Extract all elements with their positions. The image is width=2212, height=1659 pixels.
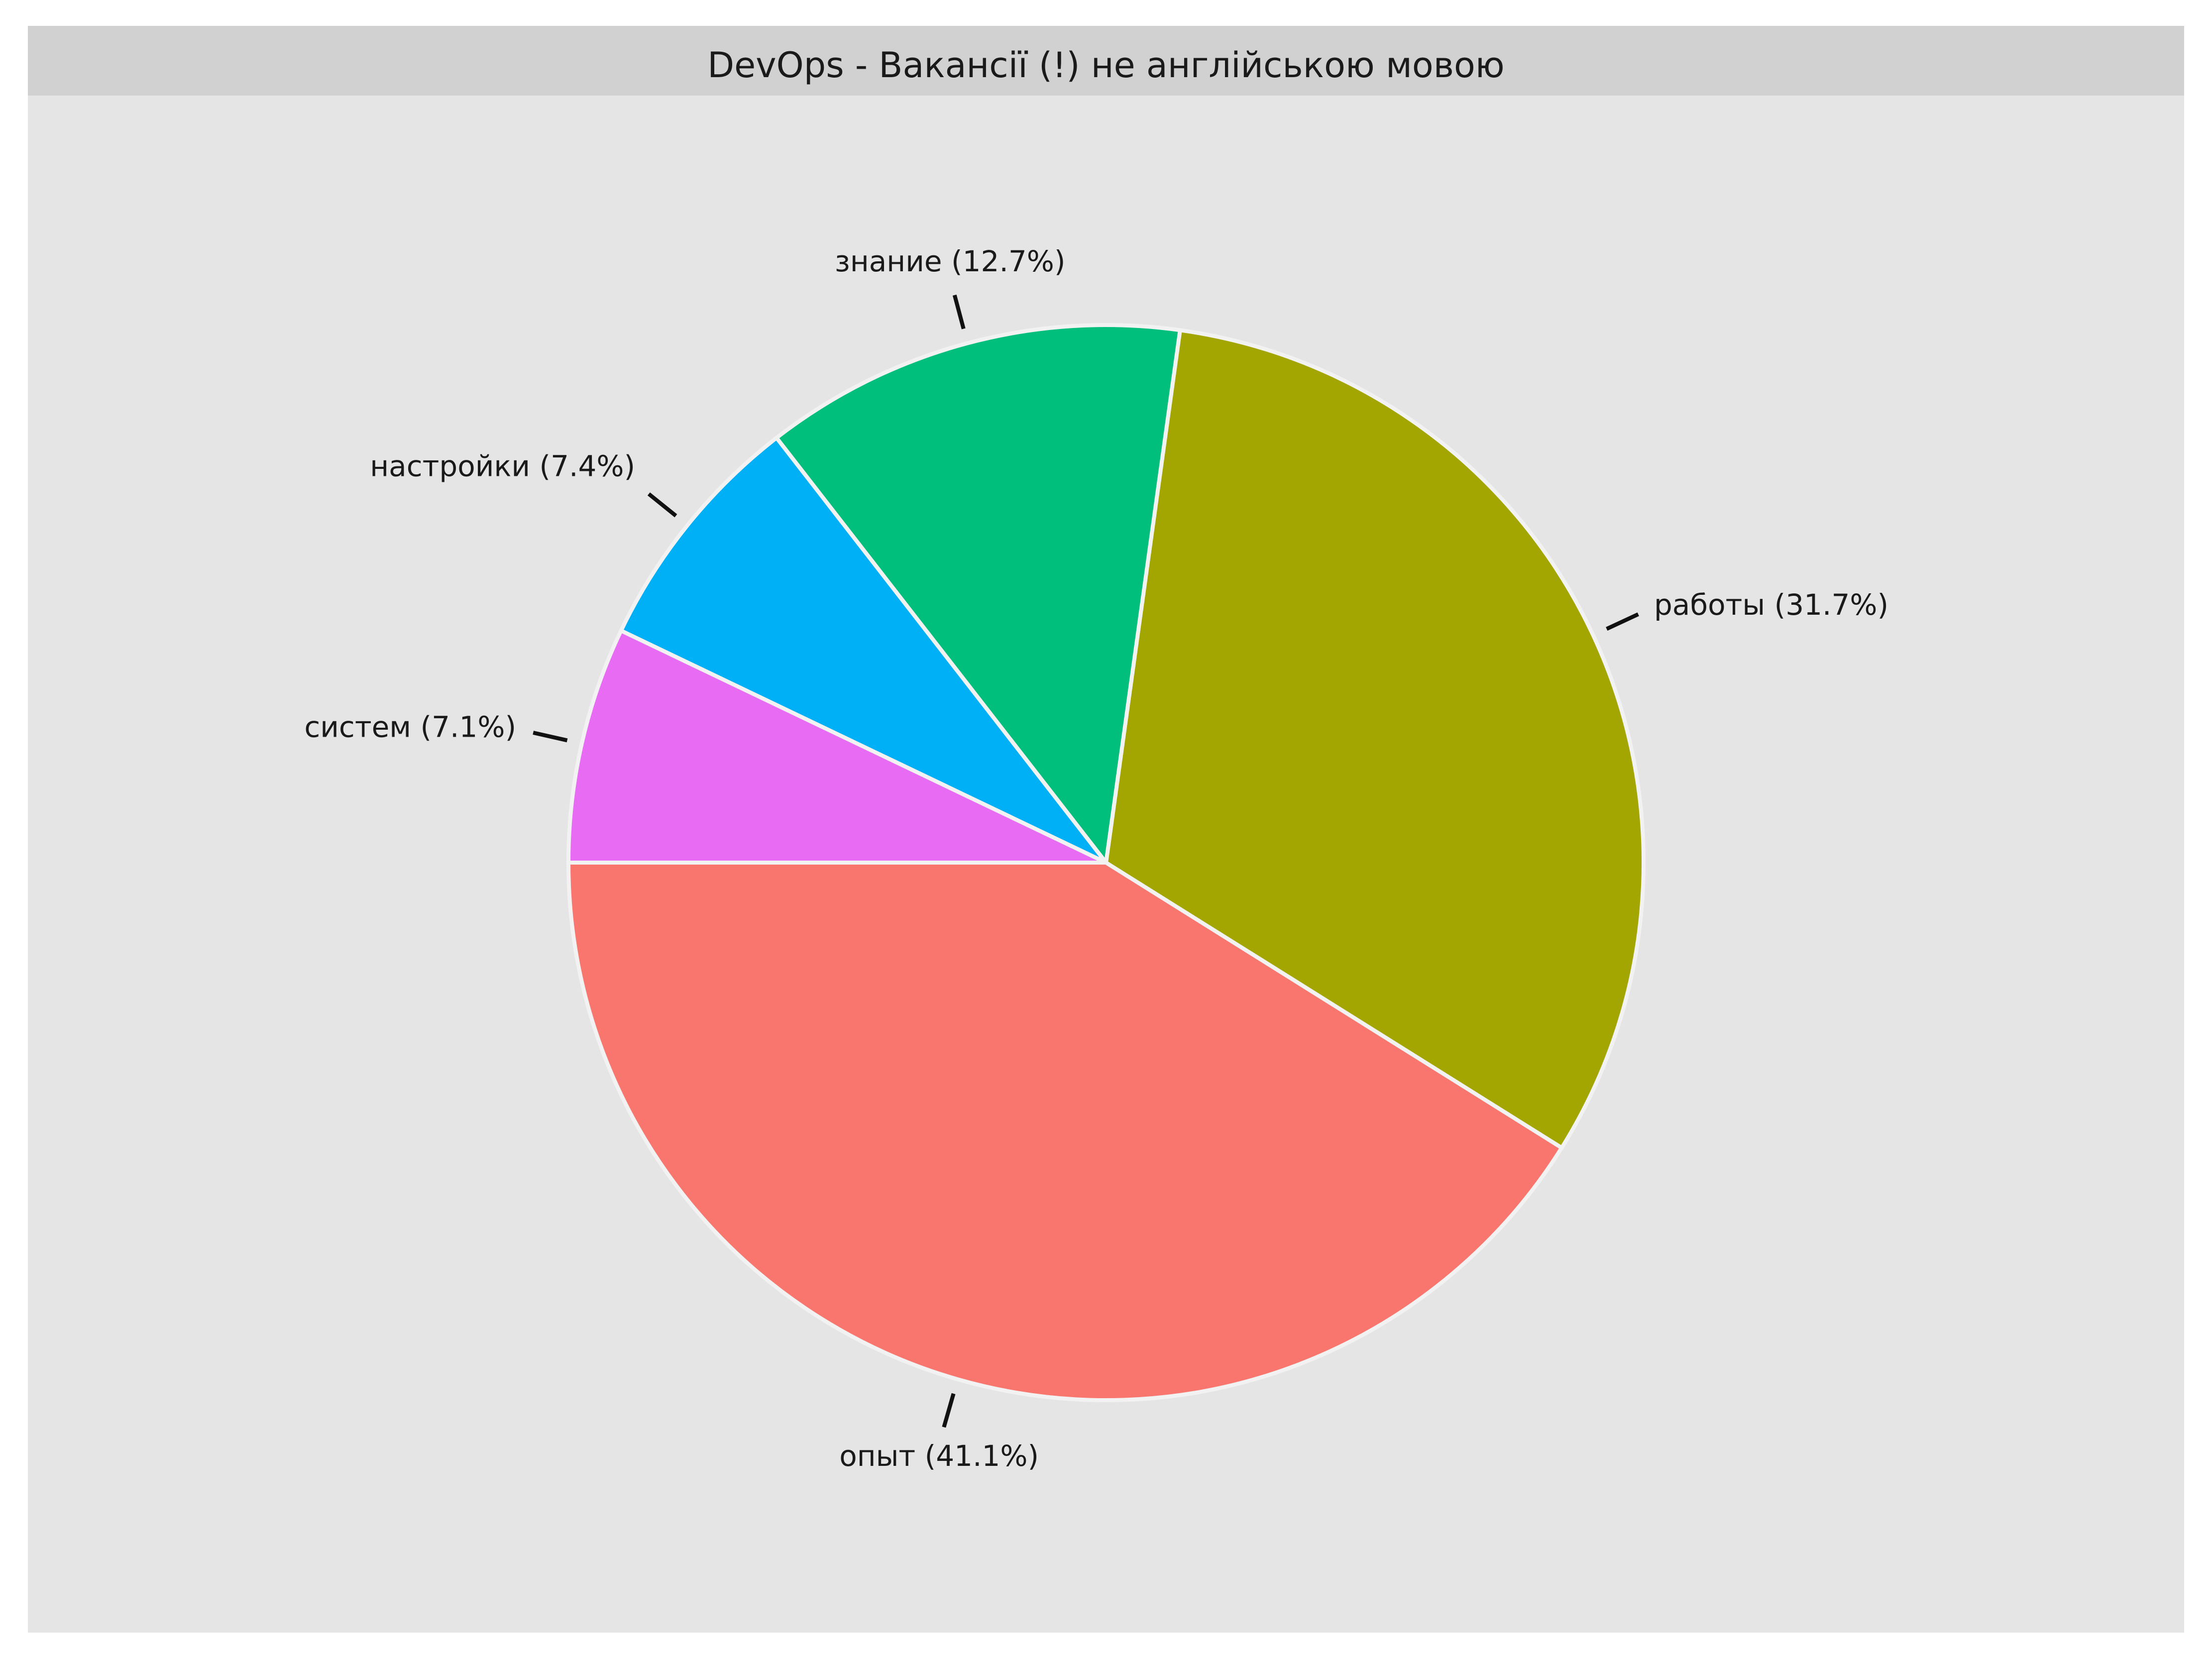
pie-slice-опыт (566, 861, 1564, 1402)
label-tick-опыт (942, 1393, 956, 1428)
slice-label-знание: знание (12.7%) (835, 244, 1066, 278)
slice-label-систем: систем (7.1%) (304, 710, 516, 744)
pie-slice-систем (566, 629, 1108, 865)
pie-labels: опыт (41.1%) работы (31.7%) знание (12.7%)… (304, 244, 1888, 1473)
pie-slice-настройки (619, 436, 1108, 865)
pie-slices (566, 323, 1646, 1402)
slice-label-опыт: опыт (41.1%) (839, 1439, 1039, 1473)
pie-slice-работы (1104, 328, 1646, 1150)
slice-label-настройки: настройки (7.4%) (370, 449, 635, 483)
slice-label-работы: работы (31.7%) (1654, 588, 1888, 622)
label-tick-знание (952, 294, 966, 330)
label-tick-настройки (647, 492, 677, 518)
label-tick-работы (1606, 612, 1639, 631)
pie-slice-знание (774, 323, 1182, 865)
label-tick-систем (533, 731, 568, 743)
title-strip (28, 26, 2184, 96)
chart-title: DevOps - Вакансії (!) не англійською мов… (707, 45, 1504, 86)
